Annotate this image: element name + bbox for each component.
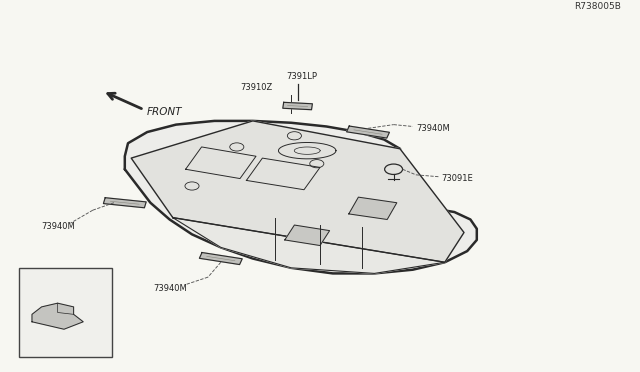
Polygon shape: [32, 303, 83, 329]
Polygon shape: [349, 197, 397, 219]
Text: 73091E: 73091E: [442, 174, 474, 183]
Text: 73940M: 73940M: [154, 284, 188, 293]
Polygon shape: [347, 126, 389, 138]
Text: 73940M: 73940M: [42, 222, 76, 231]
Polygon shape: [131, 121, 464, 262]
Text: 73091EA: 73091EA: [24, 344, 59, 353]
Text: FRONT: FRONT: [147, 107, 182, 116]
Polygon shape: [125, 121, 477, 273]
Text: R738005B: R738005B: [574, 2, 621, 11]
Polygon shape: [285, 225, 330, 246]
Text: 73940M: 73940M: [416, 124, 450, 133]
FancyBboxPatch shape: [19, 268, 112, 357]
Text: 7391LP: 7391LP: [287, 72, 317, 81]
Polygon shape: [173, 218, 445, 273]
Polygon shape: [104, 198, 146, 208]
Polygon shape: [200, 253, 242, 264]
Text: 73910Z: 73910Z: [240, 83, 272, 92]
Polygon shape: [283, 102, 312, 110]
